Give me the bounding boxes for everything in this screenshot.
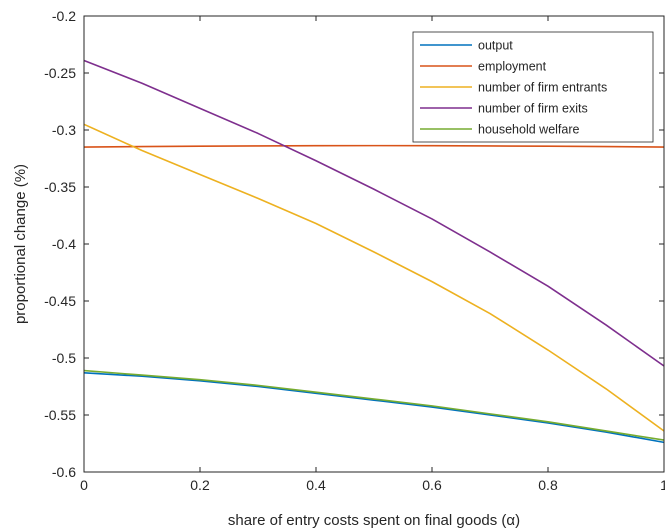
- x-tick-label: 0.8: [538, 477, 558, 493]
- y-tick-label: -0.6: [52, 464, 76, 480]
- x-tick-label: 0: [80, 477, 88, 493]
- x-axis: 0 0.2 0.4 0.6 0.8 1: [80, 16, 665, 493]
- x-tick-label: 0.2: [190, 477, 210, 493]
- y-tick-label: -0.5: [52, 350, 76, 366]
- series-layer: [83, 59, 665, 444]
- x-axis-title: share of entry costs spent on final good…: [228, 512, 520, 529]
- y-tick-label: -0.4: [52, 236, 76, 252]
- x-tick-label: 0.4: [306, 477, 326, 493]
- legend: output employment number of firm entrants n…: [412, 31, 654, 143]
- series-line-4: [83, 369, 665, 441]
- y-axis: -0.2 -0.25 -0.3 -0.35 -0.4 -0.45 -0.5 -0.55 -0.6: [44, 8, 664, 480]
- y-axis-title: proportional change (%): [12, 164, 29, 324]
- y-tick-label: -0.2: [52, 8, 76, 24]
- series-line-2: [83, 123, 665, 432]
- legend-label: output: [478, 39, 513, 53]
- legend-label: number of firm exits: [478, 102, 588, 116]
- y-tick-label: -0.25: [44, 65, 76, 81]
- legend-label: employment: [478, 60, 547, 74]
- series-line-3: [83, 59, 665, 367]
- legend-label: household welfare: [478, 123, 580, 137]
- y-tick-label: -0.45: [44, 293, 76, 309]
- series-line-1: [83, 144, 665, 148]
- x-tick-label: 1: [660, 477, 665, 493]
- y-tick-label: -0.3: [52, 122, 76, 138]
- x-tick-label: 0.6: [422, 477, 442, 493]
- y-tick-label: -0.55: [44, 407, 76, 423]
- legend-label: number of firm entrants: [478, 81, 607, 95]
- series-line-0: [83, 372, 665, 444]
- y-tick-label: -0.35: [44, 179, 76, 195]
